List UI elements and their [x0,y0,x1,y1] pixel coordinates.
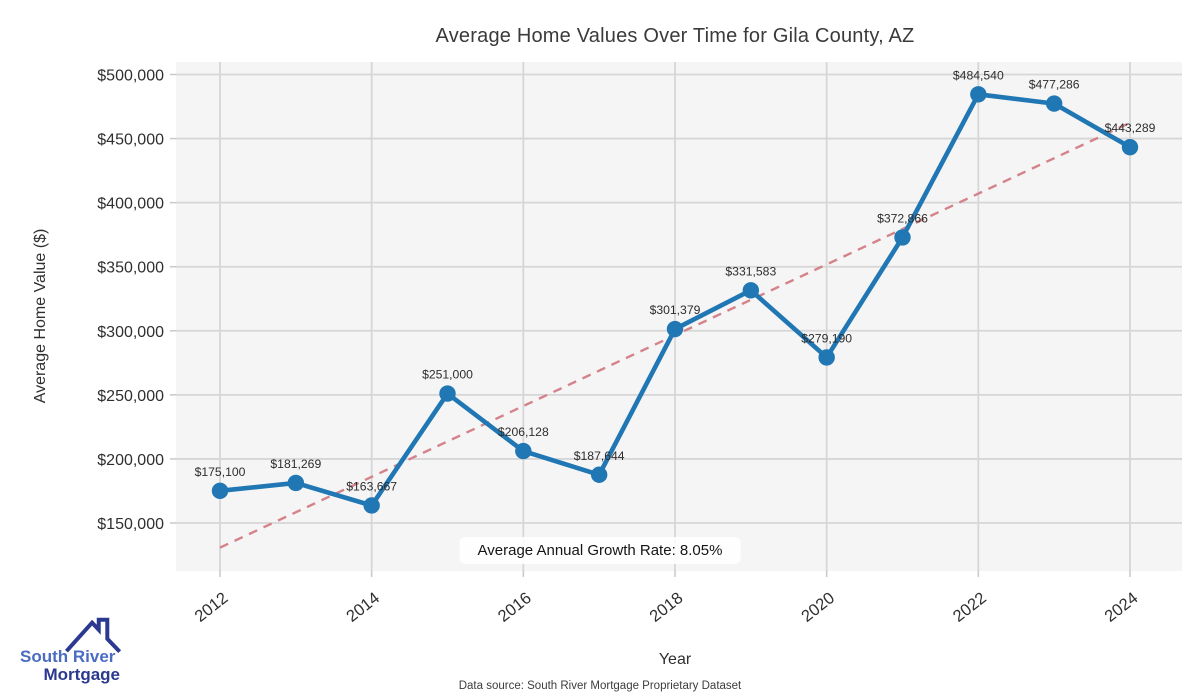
data-point [742,282,760,299]
data-point-label: $484,540 [953,68,1004,82]
data-source-note: Data source: South River Mortgage Propri… [458,680,742,692]
data-point-label: $331,583 [725,264,776,278]
x-tick-label: 2022 [950,589,990,626]
data-point [970,86,987,103]
x-tick-label: 2018 [646,589,686,626]
data-point [894,229,911,246]
data-point [287,474,305,492]
y-tick-label: $450,000 [97,132,164,149]
chart-title: Average Home Values Over Time for Gila C… [435,25,915,47]
data-point [666,320,684,338]
x-axis-title: Year [658,651,692,668]
data-point-label: $251,000 [422,368,473,382]
y-tick-label: $400,000 [97,196,164,213]
data-point-label: $206,128 [498,425,549,439]
data-point [515,442,532,460]
logo-text-south-river: South River [20,647,116,666]
x-tick-label: 2020 [798,589,838,626]
y-tick-label: $350,000 [97,260,164,277]
data-point-label: $301,379 [650,303,701,317]
data-point [1121,138,1139,156]
data-point [211,482,229,500]
logo-text-mortgage: Mortgage [43,665,121,684]
plot-background [176,62,1182,571]
data-point-label: $181,269 [270,457,321,471]
house-roof-icon [64,617,122,654]
growth-rate-annotation: Average Annual Growth Rate: 8.05% [459,537,741,564]
y-tick-label: $300,000 [97,324,164,341]
data-point-label: $175,100 [195,465,246,479]
x-tick-label: 2024 [1101,589,1141,626]
x-tick-label: 2016 [495,589,535,626]
x-tick-label: 2014 [343,589,383,626]
data-point-label: $279,190 [801,331,852,345]
data-point-label: $372,866 [877,211,928,225]
data-point [1045,95,1063,112]
data-point-label: $187,644 [574,449,625,463]
y-tick-label: $250,000 [97,388,164,405]
x-tick-label: 2012 [191,589,231,626]
y-tick-label: $150,000 [97,516,164,533]
data-point-label: $443,289 [1105,121,1156,135]
data-point [818,349,835,366]
south-river-mortgage-logo: South River Mortgage [0,610,150,690]
data-point-label: $477,286 [1029,78,1080,92]
data-point-label: $163,667 [346,479,397,493]
y-tick-label: $500,000 [97,68,164,85]
data-point [439,385,456,402]
y-tick-label: $200,000 [97,452,164,469]
y-axis-title: Average Home Value ($) [32,228,49,404]
data-point [590,466,608,483]
data-point [363,497,380,514]
